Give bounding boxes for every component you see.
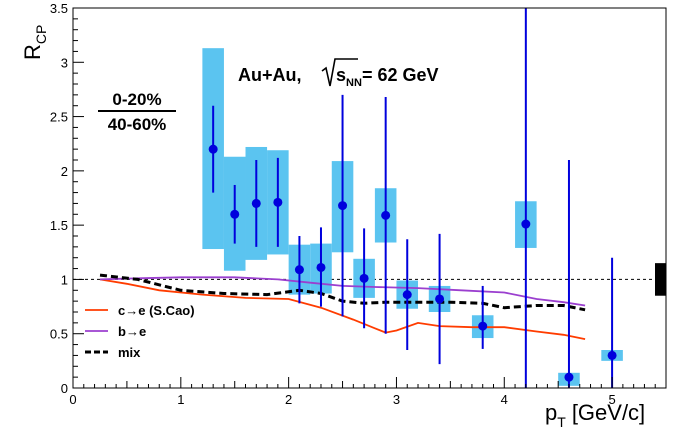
axis-ticks [72,7,667,389]
y-axis-title-main: R [20,44,45,60]
data-point-7 [359,273,369,283]
y-tick-label: 1.5 [50,218,68,233]
data-layer [73,8,666,388]
x-tick-label: 2 [285,392,292,407]
data-point-13 [564,372,574,382]
svg-text:pT[GeV/c]: pT [GeV/c] [545,400,645,430]
legend: c→e (S.Cao) b→e mix [85,303,195,360]
normalization-box [655,263,666,296]
energy-subscript: NN [346,77,362,89]
data-point-9 [402,290,412,300]
y-tick-label: 0 [61,381,68,396]
y-tick-label: 1 [61,272,68,287]
y-tick-label: 2 [61,164,68,179]
x-tick-label: 0 [69,392,76,407]
y-axis-title-sub: CP [33,25,49,44]
energy-value: = 62 GeV [362,65,439,85]
data-point-11 [478,321,488,331]
curve-0 [99,278,586,340]
y-tick-label: 2.5 [50,110,68,125]
data-point-0 [208,144,218,154]
svg-text:RCP: RCP [20,25,49,60]
data-point-10 [435,294,445,304]
x-axis-title-sub: T [557,414,566,430]
x-tick-label: 4 [501,392,508,407]
y-tick-label: 3.5 [50,1,68,16]
curve-1 [99,276,586,307]
plot-frame [72,7,667,389]
legend-label-1: b→e [118,324,146,339]
x-axis-title-unit: [GeV/c] [572,400,645,425]
data-point-3 [273,197,283,207]
energy-symbol: s [336,65,346,85]
y-axis-title: RCP [20,25,49,60]
collision-label: Au+Au, [238,65,302,85]
data-point-1 [230,209,240,219]
axis-labels: 0 1 2 3 4 5 0 0.5 1 1.5 2 2.5 3 3.5 [50,1,616,407]
ratio-numerator: 0-20% [112,90,161,109]
data-point-8 [381,210,391,220]
x-axis-title: pT [GeV/c] [545,400,645,430]
ratio-denominator: 40-60% [108,115,167,134]
sqrt-symbol-icon [321,58,358,87]
data-point-2 [251,198,261,208]
data-point-5 [316,262,326,272]
data-point-4 [294,265,304,275]
x-axis-title-main: p [545,400,557,425]
legend-label-2: mix [118,345,141,360]
plot-border [72,7,667,389]
y-tick-label: 0.5 [50,327,68,342]
data-point-12 [521,219,531,229]
legend-label-0: c→e (S.Cao) [118,303,195,318]
x-tick-label: 5 [608,392,615,407]
data-point-14 [607,350,617,360]
x-tick-label: 1 [177,392,184,407]
data-point-6 [338,201,348,211]
y-tick-label: 3 [61,55,68,70]
x-tick-label: 3 [393,392,400,407]
